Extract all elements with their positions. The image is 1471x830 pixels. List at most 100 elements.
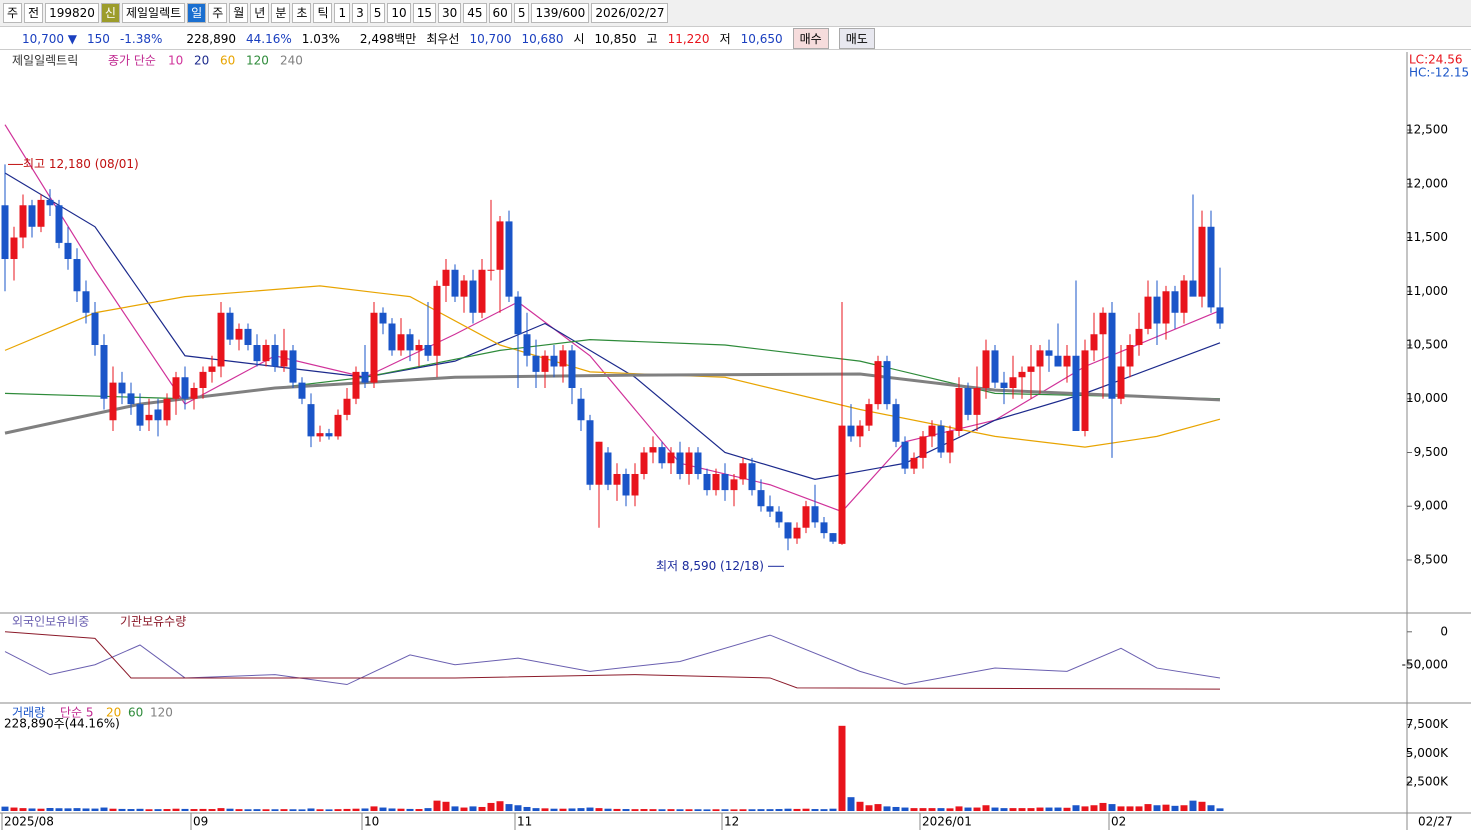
candle-body xyxy=(883,361,891,405)
volume-bar xyxy=(397,808,405,811)
toolbar-item[interactable]: 199820 xyxy=(45,3,99,23)
candle-body xyxy=(1027,366,1035,372)
candle-body xyxy=(226,312,234,340)
candle-body xyxy=(469,280,477,313)
volume-bar xyxy=(829,808,837,811)
y-tick-label: 5,000K xyxy=(1406,746,1449,760)
toolbar-item[interactable]: 139/600 xyxy=(531,3,590,23)
candle-body xyxy=(1135,328,1143,346)
candle-body xyxy=(658,447,666,464)
y-tick-label: 8,500 xyxy=(1414,552,1448,566)
candle-body xyxy=(127,393,135,405)
candle-body xyxy=(748,463,756,491)
volume: 228,890 xyxy=(186,31,237,46)
candle-body xyxy=(343,398,351,415)
volume-bar xyxy=(415,809,423,811)
y-tick-label: 7,500K xyxy=(1406,717,1449,731)
legend-item: 기관보유수량 xyxy=(120,615,186,629)
volume-bar xyxy=(298,809,306,811)
toolbar-item[interactable]: 틱 xyxy=(313,3,333,23)
toolbar-item[interactable]: 5 xyxy=(513,3,530,23)
sell-button[interactable]: 매도 xyxy=(838,28,875,49)
candle-body xyxy=(694,452,702,474)
toolbar-item[interactable]: 15 xyxy=(412,3,436,23)
volume-bar xyxy=(1207,805,1215,811)
volume-bar xyxy=(199,808,207,811)
volume-bar xyxy=(1198,801,1206,811)
toolbar-item[interactable]: 1 xyxy=(334,3,351,23)
toolbar-item[interactable]: 60 xyxy=(488,3,512,23)
toolbar-item[interactable]: 일 xyxy=(187,3,207,23)
cursor-date: 02/27 xyxy=(1418,815,1453,829)
candle-body xyxy=(829,533,837,542)
volume-bar xyxy=(208,809,216,811)
toolbar-item[interactable]: 2026/02/27 xyxy=(591,3,669,23)
volume-bar xyxy=(937,808,945,811)
toolbar-item[interactable]: 3 xyxy=(352,3,368,23)
line xyxy=(4,634,1221,686)
toolbar-item[interactable]: 10 xyxy=(387,3,411,23)
volume-bar xyxy=(271,809,279,811)
price: 10,700 ▼ xyxy=(22,31,78,46)
candle-body xyxy=(793,527,801,539)
x-tick-label: 11 xyxy=(517,815,532,829)
volume-bar xyxy=(361,808,369,811)
volume-bar xyxy=(613,808,621,811)
volume-bar xyxy=(19,808,27,811)
toolbar-item[interactable]: 주 xyxy=(3,3,23,23)
volume-bar xyxy=(1189,800,1197,811)
candle-body xyxy=(289,350,297,383)
toolbar-item[interactable]: 신 xyxy=(100,3,120,23)
toolbar-item[interactable]: 제일일렉트 xyxy=(121,3,186,23)
candle-body xyxy=(208,366,216,372)
volume-bar xyxy=(1072,805,1080,811)
candle-body xyxy=(442,269,450,286)
volume-bar xyxy=(1036,807,1044,811)
x-tick-label: 09 xyxy=(193,815,208,829)
volume-bar xyxy=(1153,805,1161,811)
volume-bar xyxy=(1135,806,1143,811)
legend-item: 20 xyxy=(106,706,121,720)
candle-body xyxy=(415,345,423,351)
candle-body xyxy=(1216,307,1224,324)
candle-body xyxy=(244,328,252,346)
volume-bar xyxy=(901,807,909,811)
volume-bar xyxy=(352,808,360,811)
candle-body xyxy=(271,345,279,367)
volume-bar xyxy=(685,809,693,811)
volume-bar xyxy=(379,807,387,811)
candle-body xyxy=(1018,371,1026,378)
toolbar-item[interactable]: 년 xyxy=(250,3,270,23)
volume-bar xyxy=(703,809,711,811)
high-label: 고 xyxy=(646,32,658,46)
candle-body xyxy=(1000,382,1008,388)
buy-button[interactable]: 매수 xyxy=(792,28,829,49)
candle-body xyxy=(1189,280,1197,297)
candle-body xyxy=(838,425,846,544)
amount: 2,498백만 xyxy=(359,32,417,46)
toolbar-item[interactable]: 주 xyxy=(208,3,228,23)
candle-body xyxy=(451,269,459,297)
toolbar-item[interactable]: 45 xyxy=(463,3,487,23)
volume-bar xyxy=(541,808,549,811)
volume-bar xyxy=(1045,807,1053,811)
toolbar-item[interactable]: 월 xyxy=(229,3,249,23)
annotation: 최고 12,180 (08/01) xyxy=(23,157,139,171)
candle-body xyxy=(505,221,513,297)
volume-bar xyxy=(127,809,135,811)
toolbar-item[interactable]: 전 xyxy=(24,3,44,23)
legend-item: 60 xyxy=(128,706,143,720)
x-tick-label: 2025/08 xyxy=(4,815,54,829)
toolbar-item[interactable]: 초 xyxy=(292,3,312,23)
volume-bar xyxy=(838,725,846,811)
toolbar-item[interactable]: 분 xyxy=(271,3,291,23)
toolbar-item[interactable]: 30 xyxy=(437,3,462,23)
toolbar-item[interactable]: 5 xyxy=(369,3,386,23)
x-tick-label: 02 xyxy=(1111,815,1126,829)
candle-body xyxy=(1090,334,1098,351)
change: 150 xyxy=(87,31,110,46)
candle-body xyxy=(253,345,261,362)
candle-body xyxy=(640,452,648,474)
candle-body xyxy=(550,355,558,367)
